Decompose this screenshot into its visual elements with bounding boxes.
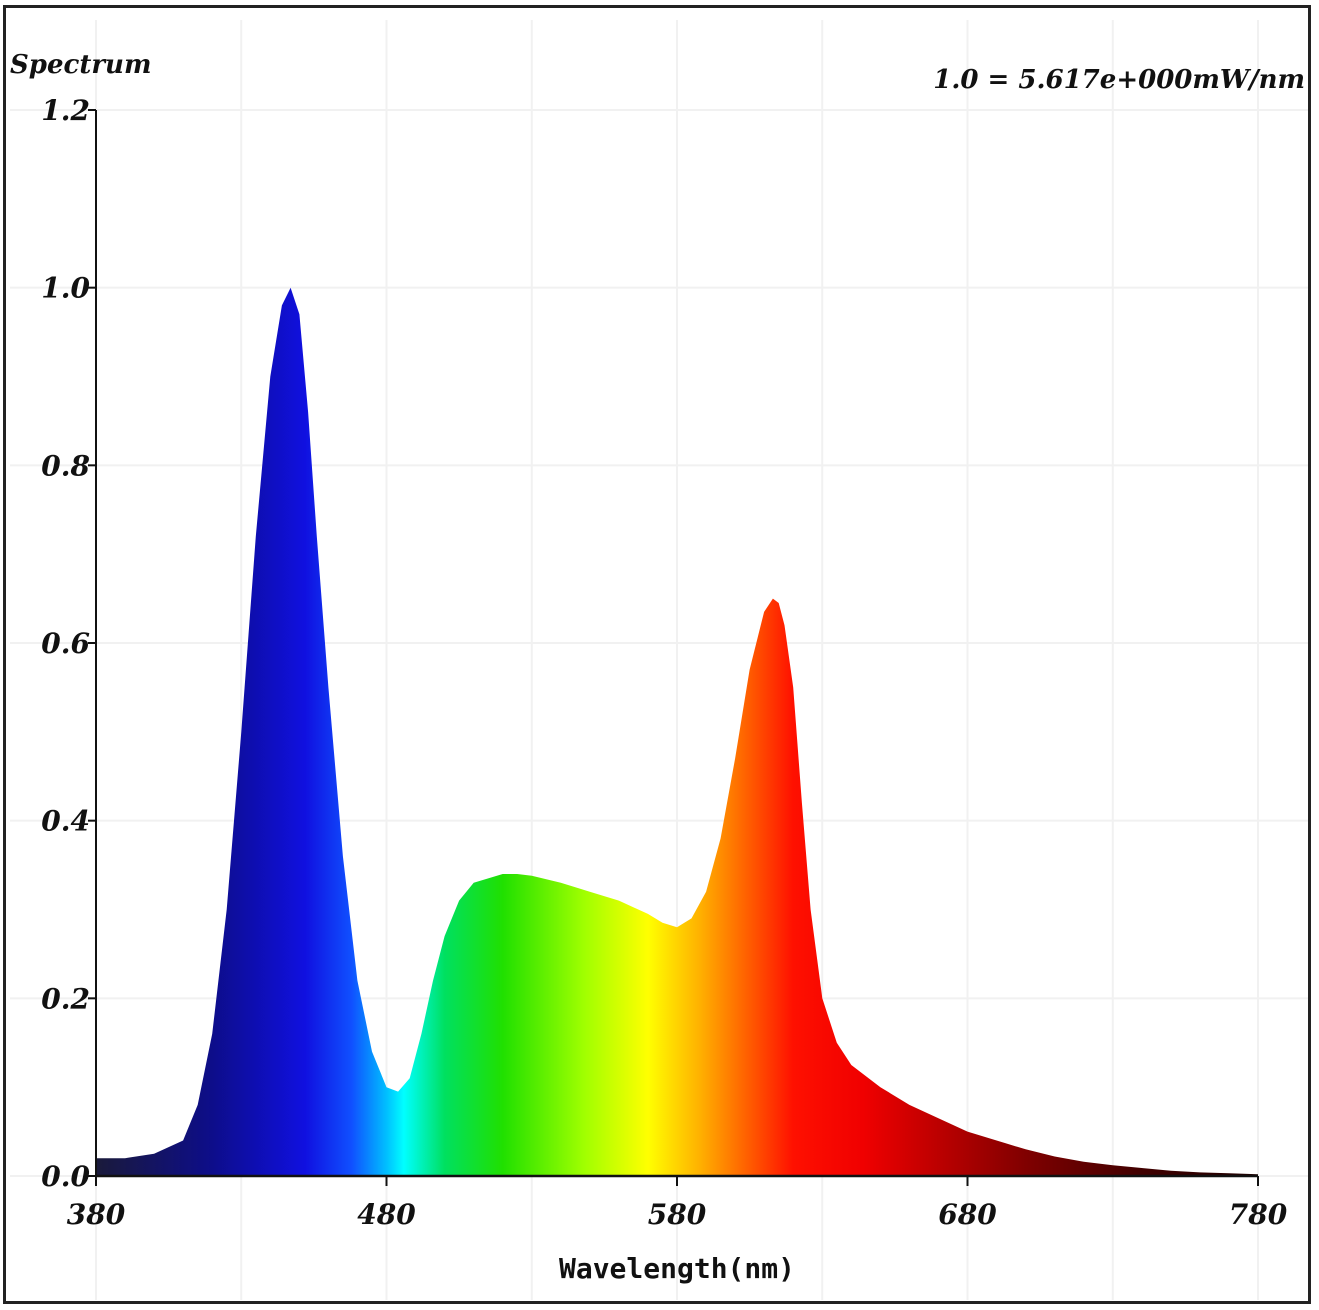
x-tick-label: 480: [357, 1198, 416, 1231]
axis-labels: Spectrum 1.0 = 5.617e+000mW/nm Wavelengt…: [10, 50, 1305, 1285]
x-tick-label: 380: [67, 1198, 126, 1231]
y-tick-label: 1.0: [41, 272, 90, 305]
x-tick-label: 680: [938, 1198, 997, 1231]
scale-note: 1.0 = 5.617e+000mW/nm: [933, 65, 1305, 95]
spectrum-area-layer: [96, 287, 1258, 1176]
spectrum-area: [96, 287, 1258, 1176]
x-tick-label: 780: [1229, 1198, 1288, 1231]
y-tick-label: 0.2: [41, 982, 90, 1015]
y-tick-label: 0.6: [41, 627, 90, 660]
x-tick-label: 580: [648, 1198, 707, 1231]
y-tick-label: 0.8: [41, 449, 90, 482]
y-tick-label: 1.2: [41, 94, 90, 127]
y-tick-label: 0.4: [41, 805, 90, 838]
x-axis-label: Wavelength(nm): [559, 1252, 795, 1285]
y-tick-label: 0.0: [41, 1160, 90, 1193]
axes: [88, 109, 1259, 1186]
chart-title: Spectrum: [10, 50, 151, 80]
